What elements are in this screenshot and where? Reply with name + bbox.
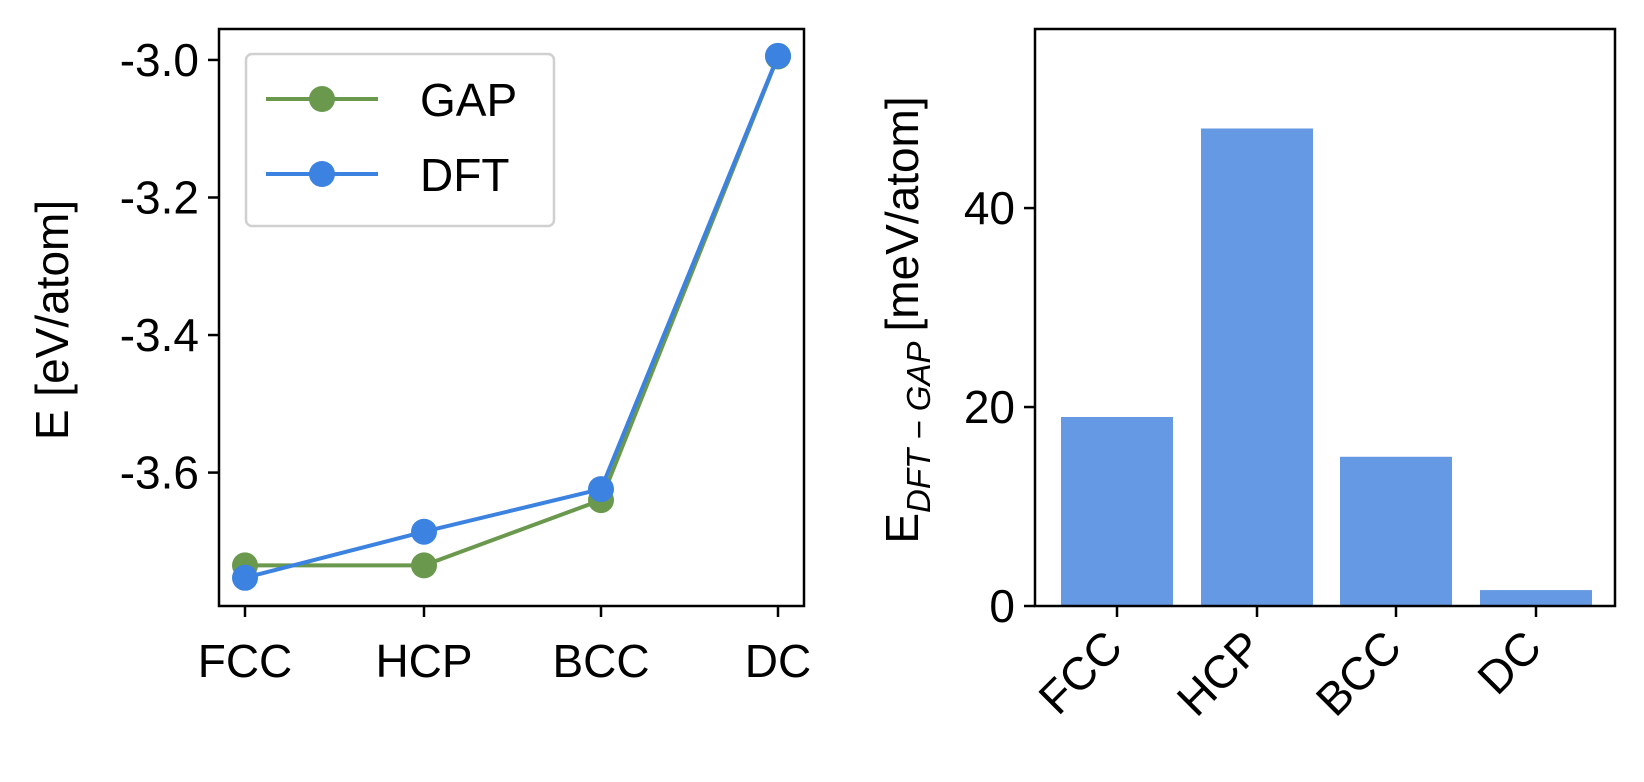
left-y-tick-label: -3.2 <box>120 171 199 223</box>
left-x-tick-label-dc: DC <box>745 635 811 687</box>
legend-gap-label: GAP <box>420 74 517 126</box>
dft-series-line <box>244 55 780 580</box>
right-y-tick-label: 40 <box>964 182 1015 234</box>
right-x-tick-label-dc: DC <box>1467 620 1551 704</box>
legend-dft-marker <box>309 161 335 187</box>
energy-line-chart: -3.0 -3.2 -3.4 -3.6 FCC HCP BCC DC E [eV/atom]… <box>26 27 811 687</box>
left-x-tick-label-bcc: BCC <box>552 635 649 687</box>
left-x-tick-label-hcp: HCP <box>375 635 472 687</box>
legend-dft-label: DFT <box>420 149 509 201</box>
bar-fcc <box>1061 416 1173 606</box>
left-x-tick-label-fcc: FCC <box>198 635 293 687</box>
left-y-tick-label: -3.6 <box>120 447 199 499</box>
dft-point-fcc <box>232 564 258 591</box>
gap-series-line <box>245 55 780 568</box>
ylabel-main: E <box>876 513 928 544</box>
right-x-tick-label-fcc: FCC <box>1028 620 1132 724</box>
bar-dc <box>1480 590 1592 606</box>
dft-point-hcp <box>411 518 437 545</box>
dft-point-dc <box>765 42 791 69</box>
error-bar-chart: 0 20 40 FCC HCP BCC DC EDFT − GAP [meV/atom] <box>876 27 1617 726</box>
right-x-tick-label-bcc: BCC <box>1306 620 1411 725</box>
ylabel-subscript: DFT − GAP <box>900 342 937 513</box>
right-y-axis-label: EDFT − GAP [meV/atom] <box>876 96 937 543</box>
right-y-tick-label: 20 <box>964 381 1015 433</box>
dft-point-bcc <box>588 476 614 503</box>
right-plot-frame <box>1033 27 1617 608</box>
bar-hcp <box>1201 128 1313 606</box>
left-y-tick-label: -3.0 <box>120 34 199 86</box>
bar-bcc <box>1340 456 1452 606</box>
left-y-axis-label: E [eV/atom] <box>26 200 78 440</box>
left-plot-frame <box>217 27 806 608</box>
gap-point-hcp <box>411 552 437 579</box>
legend: GAP DFT <box>244 52 556 228</box>
svg-text:EDFT − GAP[meV/atom]: EDFT − GAP [meV/atom] <box>876 96 937 543</box>
ylabel-unit: [meV/atom] <box>876 96 928 331</box>
right-x-tick-label-hcp: HCP <box>1167 620 1272 725</box>
right-y-tick-label: 0 <box>989 580 1015 632</box>
legend-gap-marker <box>309 86 335 112</box>
left-y-tick-label: -3.4 <box>120 309 199 361</box>
